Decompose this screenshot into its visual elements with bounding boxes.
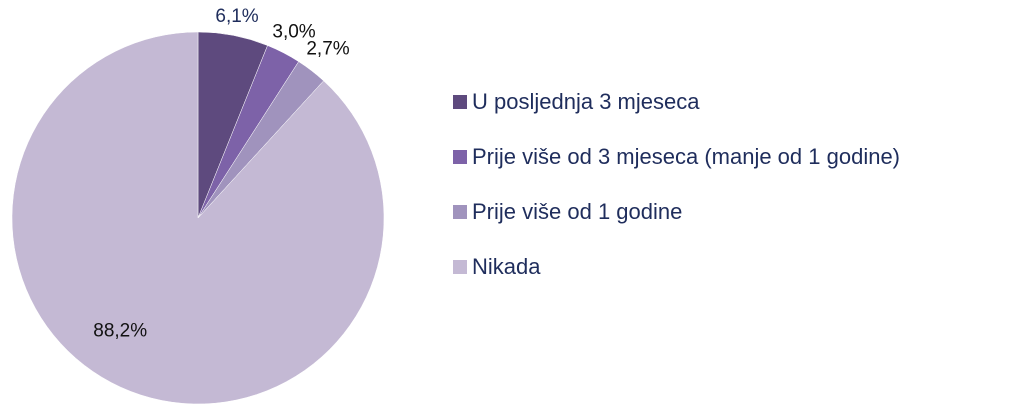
legend-swatch bbox=[453, 205, 467, 219]
legend-swatch bbox=[453, 260, 467, 274]
data-label: 6,1% bbox=[215, 6, 258, 27]
data-label: 88,2% bbox=[93, 321, 147, 342]
legend-label: Nikada bbox=[472, 254, 541, 279]
legend-label: Prije više od 1 godine bbox=[472, 199, 682, 224]
data-label: 2,7% bbox=[306, 38, 349, 59]
pie-slice bbox=[11, 31, 385, 404]
legend-swatch bbox=[453, 95, 467, 109]
legend-label: U posljednja 3 mjeseca bbox=[472, 89, 700, 114]
legend-label: Prije više od 3 mjeseca (manje od 1 godi… bbox=[472, 144, 900, 169]
data-label: 3,0% bbox=[272, 21, 315, 42]
legend-swatch bbox=[453, 150, 467, 164]
